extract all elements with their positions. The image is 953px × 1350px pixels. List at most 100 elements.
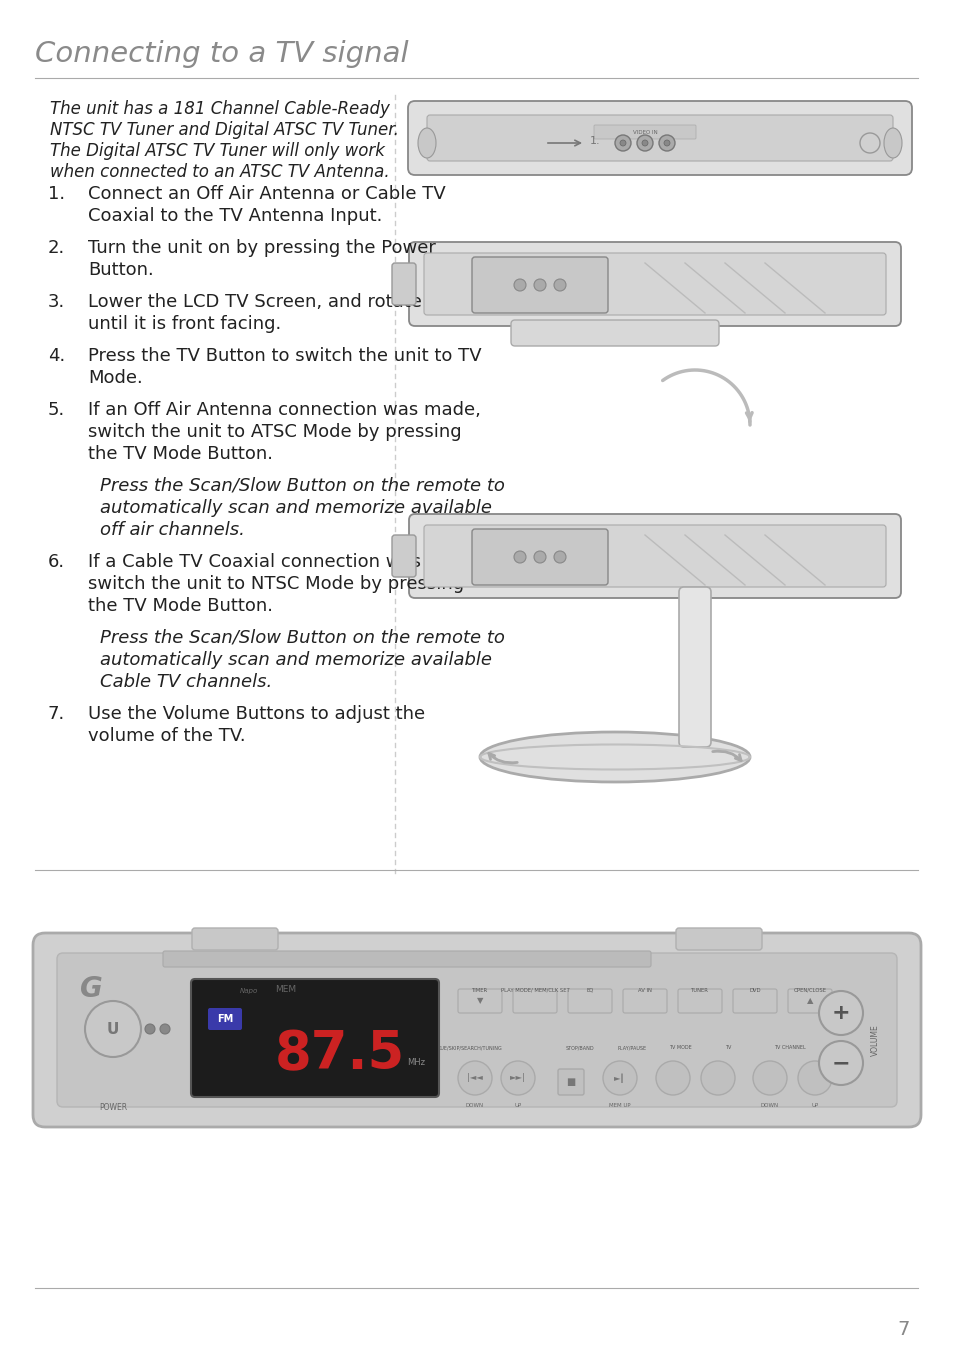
FancyBboxPatch shape [423, 252, 885, 315]
Circle shape [752, 1061, 786, 1095]
Text: Press the Scan/Slow Button on the remote to: Press the Scan/Slow Button on the remote… [100, 477, 504, 495]
Text: FM: FM [216, 1014, 233, 1025]
Text: MHz: MHz [407, 1058, 424, 1066]
Text: MEM UP: MEM UP [609, 1103, 630, 1108]
Text: If an Off Air Antenna connection was made,: If an Off Air Antenna connection was mad… [88, 401, 480, 418]
Text: Napo: Napo [240, 988, 258, 994]
FancyBboxPatch shape [594, 126, 696, 139]
Text: 4.: 4. [48, 347, 65, 364]
Circle shape [602, 1061, 637, 1095]
Text: OPEN/CLOSE: OPEN/CLOSE [793, 988, 825, 994]
Text: UP: UP [810, 1103, 818, 1108]
FancyBboxPatch shape [392, 263, 416, 305]
FancyBboxPatch shape [472, 529, 607, 585]
FancyBboxPatch shape [192, 927, 277, 950]
Text: TIMER: TIMER [472, 988, 488, 994]
Circle shape [656, 1061, 689, 1095]
Text: TV CHANNEL: TV CHANNEL [773, 1045, 805, 1050]
Text: U: U [107, 1022, 119, 1037]
FancyBboxPatch shape [513, 990, 557, 1012]
Text: Coaxial to the TV Antenna Input.: Coaxial to the TV Antenna Input. [88, 207, 382, 225]
FancyBboxPatch shape [163, 950, 650, 967]
Circle shape [145, 1025, 154, 1034]
Text: TV MODE: TV MODE [668, 1045, 691, 1050]
Text: Press the TV Button to switch the unit to TV: Press the TV Button to switch the unit t… [88, 347, 481, 364]
Text: until it is front facing.: until it is front facing. [88, 315, 281, 333]
Text: PLAY/PAUSE: PLAY/PAUSE [617, 1045, 646, 1050]
Text: automatically scan and memorize available: automatically scan and memorize availabl… [100, 651, 492, 670]
Text: ■: ■ [566, 1077, 575, 1087]
Text: ►►|: ►►| [510, 1073, 525, 1083]
Text: STOP/BAND: STOP/BAND [565, 1045, 594, 1050]
Text: DOWN: DOWN [465, 1103, 483, 1108]
Text: Use the Volume Buttons to adjust the: Use the Volume Buttons to adjust the [88, 705, 425, 724]
Ellipse shape [417, 128, 436, 158]
FancyBboxPatch shape [472, 256, 607, 313]
Text: DOWN: DOWN [760, 1103, 779, 1108]
FancyBboxPatch shape [679, 587, 710, 747]
FancyBboxPatch shape [511, 320, 719, 346]
FancyBboxPatch shape [57, 953, 896, 1107]
FancyBboxPatch shape [409, 514, 900, 598]
Circle shape [663, 140, 669, 146]
Text: The Digital ATSC TV Tuner will only work: The Digital ATSC TV Tuner will only work [50, 142, 384, 161]
FancyBboxPatch shape [558, 1069, 583, 1095]
FancyBboxPatch shape [208, 1008, 242, 1030]
FancyBboxPatch shape [408, 101, 911, 176]
Text: UP: UP [514, 1103, 521, 1108]
Text: |◄◄: |◄◄ [467, 1073, 482, 1083]
Text: 1.: 1. [48, 185, 65, 202]
Text: Press the Scan/Slow Button on the remote to: Press the Scan/Slow Button on the remote… [100, 629, 504, 647]
Circle shape [85, 1000, 141, 1057]
Circle shape [818, 991, 862, 1035]
Circle shape [534, 551, 545, 563]
FancyBboxPatch shape [409, 242, 900, 325]
Text: 7: 7 [897, 1320, 909, 1339]
Text: Cable TV channels.: Cable TV channels. [100, 674, 272, 691]
Circle shape [554, 551, 565, 563]
Text: switch the unit to NTSC Mode by pressing: switch the unit to NTSC Mode by pressing [88, 575, 464, 593]
Text: −: − [831, 1053, 849, 1073]
Text: DVD: DVD [748, 988, 760, 994]
Text: the TV Mode Button.: the TV Mode Button. [88, 597, 273, 616]
Text: automatically scan and memorize available: automatically scan and memorize availabl… [100, 500, 492, 517]
Circle shape [818, 1041, 862, 1085]
Text: POWER: POWER [99, 1103, 127, 1112]
Text: NTSC TV Tuner and Digital ATSC TV Tuner.: NTSC TV Tuner and Digital ATSC TV Tuner. [50, 122, 398, 139]
Text: G: G [80, 975, 103, 1003]
Text: Mode.: Mode. [88, 369, 143, 387]
Text: Button.: Button. [88, 261, 153, 279]
Text: off air channels.: off air channels. [100, 521, 245, 539]
Text: 7.: 7. [48, 705, 65, 724]
Ellipse shape [883, 128, 901, 158]
Text: ▼: ▼ [476, 996, 483, 1006]
Text: 5.: 5. [48, 401, 65, 418]
Text: MEM: MEM [274, 986, 295, 994]
Text: +: + [831, 1003, 849, 1023]
Text: Connecting to a TV signal: Connecting to a TV signal [35, 40, 408, 68]
Text: when connected to an ATSC TV Antenna.: when connected to an ATSC TV Antenna. [50, 163, 389, 181]
Text: 6.: 6. [48, 554, 65, 571]
Text: switch the unit to ATSC Mode by pressing: switch the unit to ATSC Mode by pressing [88, 423, 461, 441]
Circle shape [659, 135, 675, 151]
Text: TV: TV [724, 1045, 730, 1050]
Circle shape [514, 279, 525, 292]
Text: 3.: 3. [48, 293, 65, 310]
Circle shape [619, 140, 625, 146]
Text: TUNER: TUNER [690, 988, 708, 994]
Text: Lower the LCD TV Screen, and rotate it: Lower the LCD TV Screen, and rotate it [88, 293, 439, 310]
Circle shape [500, 1061, 535, 1095]
FancyBboxPatch shape [392, 535, 416, 576]
Text: EQ: EQ [586, 988, 593, 994]
FancyBboxPatch shape [676, 927, 761, 950]
Text: ▲: ▲ [806, 996, 812, 1006]
Circle shape [797, 1061, 831, 1095]
Text: CUE/SKIP/SEARCH/TUNING: CUE/SKIP/SEARCH/TUNING [437, 1045, 502, 1050]
FancyBboxPatch shape [732, 990, 776, 1012]
FancyBboxPatch shape [427, 115, 892, 161]
Text: Connect an Off Air Antenna or Cable TV: Connect an Off Air Antenna or Cable TV [88, 185, 445, 202]
FancyBboxPatch shape [622, 990, 666, 1012]
Text: 1.: 1. [589, 136, 600, 146]
Text: VOLUME: VOLUME [870, 1025, 879, 1056]
Text: If a Cable TV Coaxial connection was made,: If a Cable TV Coaxial connection was mad… [88, 554, 483, 571]
